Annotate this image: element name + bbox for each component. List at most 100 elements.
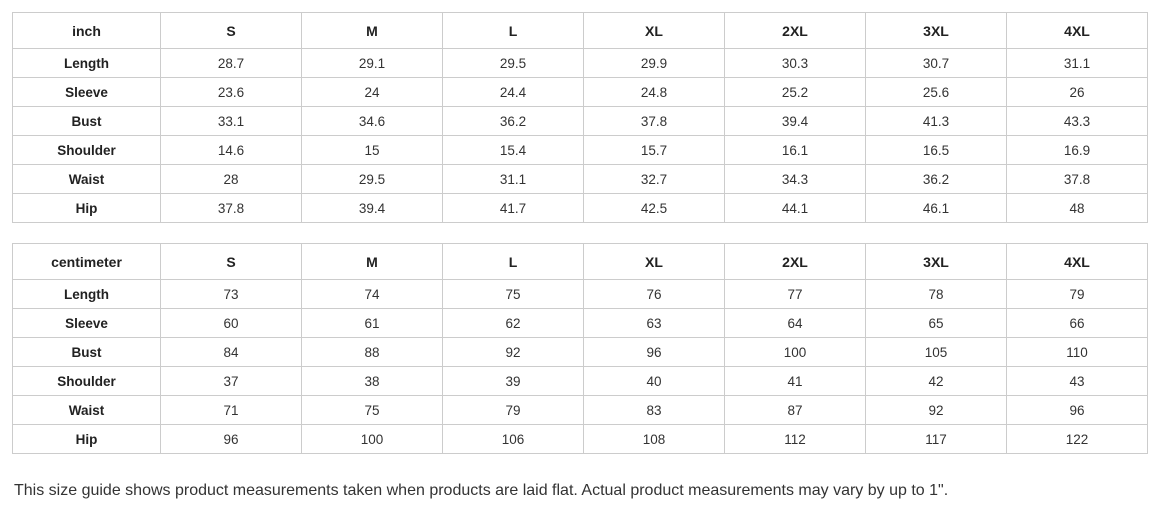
measurement-value: 83 xyxy=(583,395,725,425)
measurement-value: 16.9 xyxy=(1006,135,1148,165)
measurement-value: 64 xyxy=(724,308,866,338)
measurement-value: 63 xyxy=(583,308,725,338)
measurement-value: 96 xyxy=(160,424,302,454)
unit-header-cell: inch xyxy=(12,12,161,49)
measurement-value: 108 xyxy=(583,424,725,454)
size-guide-page: inch S M L XL 2XL 3XL 4XL Length 28.7 29.1 29.5 29.9… xyxy=(12,12,1148,499)
measurement-value: 46.1 xyxy=(865,193,1007,223)
measurement-value: 92 xyxy=(865,395,1007,425)
measurement-value: 16.1 xyxy=(724,135,866,165)
measurement-row: Length 28.7 29.1 29.5 29.9 30.3 30.7 31.1 xyxy=(12,48,1148,78)
measurement-value: 100 xyxy=(301,424,443,454)
measurement-value: 75 xyxy=(301,395,443,425)
measurement-value: 87 xyxy=(724,395,866,425)
measurement-value: 28 xyxy=(160,164,302,194)
size-table-centimeter: centimeter S M L XL 2XL 3XL 4XL Length 73 74 75 76 77… xyxy=(12,243,1148,454)
measurement-value: 23.6 xyxy=(160,77,302,107)
size-header-cell: L xyxy=(442,12,584,49)
size-header-cell: M xyxy=(301,243,443,280)
measurement-value: 39 xyxy=(442,366,584,396)
size-header-cell: XL xyxy=(583,243,725,280)
measurement-value: 28.7 xyxy=(160,48,302,78)
size-header-cell: 2XL xyxy=(724,243,866,280)
measurement-value: 34.3 xyxy=(724,164,866,194)
measurement-row: Hip 37.8 39.4 41.7 42.5 44.1 46.1 48 xyxy=(12,193,1148,223)
measurement-value: 40 xyxy=(583,366,725,396)
size-header-row: centimeter S M L XL 2XL 3XL 4XL xyxy=(12,243,1148,280)
measurement-value: 16.5 xyxy=(865,135,1007,165)
measurement-value: 79 xyxy=(1006,279,1148,309)
measurement-value: 24.4 xyxy=(442,77,584,107)
measurement-value: 29.5 xyxy=(442,48,584,78)
size-header-cell: 3XL xyxy=(865,12,1007,49)
measurement-value: 29.5 xyxy=(301,164,443,194)
measurement-value: 25.6 xyxy=(865,77,1007,107)
measurement-value: 26 xyxy=(1006,77,1148,107)
measurement-value: 60 xyxy=(160,308,302,338)
measurement-row: Sleeve 23.6 24 24.4 24.8 25.2 25.6 26 xyxy=(12,77,1148,107)
measurement-label: Hip xyxy=(12,193,161,223)
measurement-value: 48 xyxy=(1006,193,1148,223)
measurement-value: 77 xyxy=(724,279,866,309)
measurement-value: 29.1 xyxy=(301,48,443,78)
size-header-cell: 4XL xyxy=(1006,243,1148,280)
size-header-cell: 2XL xyxy=(724,12,866,49)
size-header-row: inch S M L XL 2XL 3XL 4XL xyxy=(12,12,1148,49)
measurement-label: Bust xyxy=(12,106,161,136)
measurement-value: 36.2 xyxy=(442,106,584,136)
measurement-row: Sleeve 60 61 62 63 64 65 66 xyxy=(12,308,1148,338)
measurement-value: 43.3 xyxy=(1006,106,1148,136)
measurement-value: 32.7 xyxy=(583,164,725,194)
measurement-value: 24.8 xyxy=(583,77,725,107)
measurement-value: 37.8 xyxy=(583,106,725,136)
measurement-value: 25.2 xyxy=(724,77,866,107)
measurement-value: 84 xyxy=(160,337,302,367)
measurement-value: 75 xyxy=(442,279,584,309)
measurement-value: 24 xyxy=(301,77,443,107)
measurement-value: 73 xyxy=(160,279,302,309)
size-header-cell: XL xyxy=(583,12,725,49)
measurement-row: Shoulder 14.6 15 15.4 15.7 16.1 16.5 16.9 xyxy=(12,135,1148,165)
size-header-cell: M xyxy=(301,12,443,49)
measurement-value: 37.8 xyxy=(160,193,302,223)
measurement-value: 14.6 xyxy=(160,135,302,165)
measurement-value: 106 xyxy=(442,424,584,454)
measurement-value: 41.7 xyxy=(442,193,584,223)
measurement-row: Waist 71 75 79 83 87 92 96 xyxy=(12,395,1148,425)
measurement-value: 43 xyxy=(1006,366,1148,396)
measurement-value: 92 xyxy=(442,337,584,367)
measurement-label: Sleeve xyxy=(12,77,161,107)
measurement-value: 112 xyxy=(724,424,866,454)
measurement-value: 15 xyxy=(301,135,443,165)
measurement-value: 105 xyxy=(865,337,1007,367)
measurement-value: 33.1 xyxy=(160,106,302,136)
measurement-label: Shoulder xyxy=(12,366,161,396)
measurement-value: 31.1 xyxy=(1006,48,1148,78)
measurement-value: 96 xyxy=(1006,395,1148,425)
measurement-label: Length xyxy=(12,48,161,78)
unit-header-cell: centimeter xyxy=(12,243,161,280)
measurement-value: 78 xyxy=(865,279,1007,309)
size-header-cell: S xyxy=(160,12,302,49)
measurement-row: Bust 84 88 92 96 100 105 110 xyxy=(12,337,1148,367)
measurement-value: 71 xyxy=(160,395,302,425)
measurement-row: Shoulder 37 38 39 40 41 42 43 xyxy=(12,366,1148,396)
measurement-label: Waist xyxy=(12,164,161,194)
measurement-value: 122 xyxy=(1006,424,1148,454)
size-guide-note: This size guide shows product measuremen… xyxy=(14,482,949,499)
measurement-value: 37.8 xyxy=(1006,164,1148,194)
measurement-value: 37 xyxy=(160,366,302,396)
measurement-value: 38 xyxy=(301,366,443,396)
measurement-value: 76 xyxy=(583,279,725,309)
measurement-label: Waist xyxy=(12,395,161,425)
measurement-value: 42 xyxy=(865,366,1007,396)
measurement-value: 66 xyxy=(1006,308,1148,338)
size-header-cell: 3XL xyxy=(865,243,1007,280)
measurement-value: 61 xyxy=(301,308,443,338)
measurement-value: 88 xyxy=(301,337,443,367)
measurement-value: 30.7 xyxy=(865,48,1007,78)
measurement-value: 42.5 xyxy=(583,193,725,223)
measurement-value: 39.4 xyxy=(301,193,443,223)
measurement-value: 62 xyxy=(442,308,584,338)
measurement-row: Bust 33.1 34.6 36.2 37.8 39.4 41.3 43.3 xyxy=(12,106,1148,136)
